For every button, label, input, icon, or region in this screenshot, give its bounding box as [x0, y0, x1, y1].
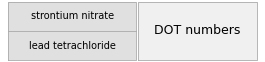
- Bar: [8, 31, 136, 60]
- Bar: [8, 2, 136, 31]
- Text: strontium nitrate: strontium nitrate: [31, 11, 114, 21]
- Text: lead tetrachloride: lead tetrachloride: [29, 41, 116, 51]
- Text: DOT numbers: DOT numbers: [154, 24, 241, 38]
- Bar: [138, 2, 257, 60]
